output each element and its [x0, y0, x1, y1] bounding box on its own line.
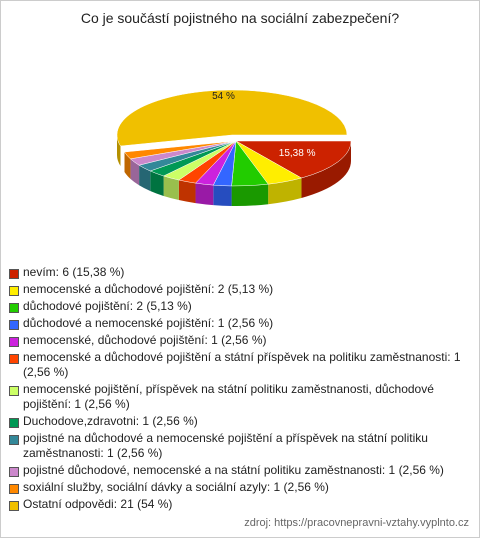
legend-item: nemocenské a důchodové pojištění a státn… — [9, 350, 471, 380]
legend-item: důchodové a nemocenské pojištění: 1 (2,5… — [9, 316, 471, 331]
legend-item: Ostatní odpovědi: 21 (54 %) — [9, 497, 471, 512]
data-label: 54 % — [212, 91, 235, 102]
chart: 15,38 % 54 % — [116, 89, 352, 206]
legend-label: nemocenské a důchodové pojištění: 2 (5,1… — [23, 282, 274, 296]
legend-label: nemocenské a důchodové pojištění a státn… — [23, 350, 461, 379]
slice-side — [268, 177, 302, 205]
legend-label: pojistné na důchodové a nemocenské pojiš… — [23, 431, 428, 460]
legend-swatch — [9, 320, 19, 330]
legend-item: důchodové pojištění: 2 (5,13 %) — [9, 299, 471, 314]
legend-swatch — [9, 484, 19, 494]
legend-swatch — [9, 337, 19, 347]
legend-swatch — [9, 286, 19, 296]
legend-item: pojistné důchodové, nemocenské a na stát… — [9, 463, 471, 478]
slice-side — [195, 183, 214, 206]
slice-side — [163, 175, 179, 201]
data-label: 15,38 % — [279, 148, 316, 159]
slice-side — [124, 152, 131, 179]
legend-label: Duchodove,zdravotni: 1 (2,56 %) — [23, 414, 198, 428]
legend-label: nevím: 6 (15,38 %) — [23, 265, 125, 279]
legend-swatch — [9, 303, 19, 313]
legend-item: nemocenské pojištění, příspěvek na státn… — [9, 382, 471, 412]
legend-label: důchodové a nemocenské pojištění: 1 (2,5… — [23, 316, 274, 330]
slice — [124, 140, 237, 160]
legend-swatch — [9, 418, 19, 428]
legend-item: Duchodove,zdravotni: 1 (2,56 %) — [9, 414, 471, 429]
slice — [116, 89, 348, 147]
chart-title: Co je součástí pojistného na sociální za… — [80, 10, 400, 26]
legend-item: soxiální služby, sociální dávky a sociál… — [9, 480, 471, 495]
legend-label: nemocenské pojištění, příspěvek na státn… — [23, 382, 434, 411]
legend-item: nemocenské a důchodové pojištění: 2 (5,1… — [9, 282, 471, 297]
legend-label: pojistné důchodové, nemocenské a na stát… — [23, 463, 444, 477]
legend-item: pojistné na důchodové a nemocenské pojiš… — [9, 431, 471, 461]
slice — [235, 140, 352, 179]
legend-swatch — [9, 386, 19, 396]
slice-side — [178, 180, 196, 204]
source: zdroj: https://pracovnepravni-vztahy.vyp… — [244, 517, 469, 529]
slice-side — [150, 170, 164, 196]
legend-item: nevím: 6 (15,38 %) — [9, 265, 471, 280]
legend-swatch — [9, 435, 19, 445]
slice-side — [231, 184, 269, 206]
legend-swatch — [9, 354, 19, 364]
legend: nevím: 6 (15,38 %) nemocenské a důchodové… — [9, 265, 471, 514]
legend-label: nemocenské, důchodové pojištění: 1 (2,56… — [23, 333, 267, 347]
legend-label: Ostatní odpovědi: 21 (54 %) — [23, 497, 173, 511]
slice-side — [301, 141, 351, 198]
legend-swatch — [9, 269, 19, 279]
legend-item: nemocenské, důchodové pojištění: 1 (2,56… — [9, 333, 471, 348]
slice-side — [117, 135, 121, 167]
legend-label: důchodové pojištění: 2 (5,13 %) — [23, 299, 192, 313]
slice-side — [139, 165, 151, 191]
slice-side — [130, 158, 140, 186]
legend-label: soxiální služby, sociální dávky a sociál… — [23, 480, 329, 494]
legend-swatch — [9, 467, 19, 477]
legend-swatch — [9, 501, 19, 511]
slice-side — [213, 185, 232, 206]
